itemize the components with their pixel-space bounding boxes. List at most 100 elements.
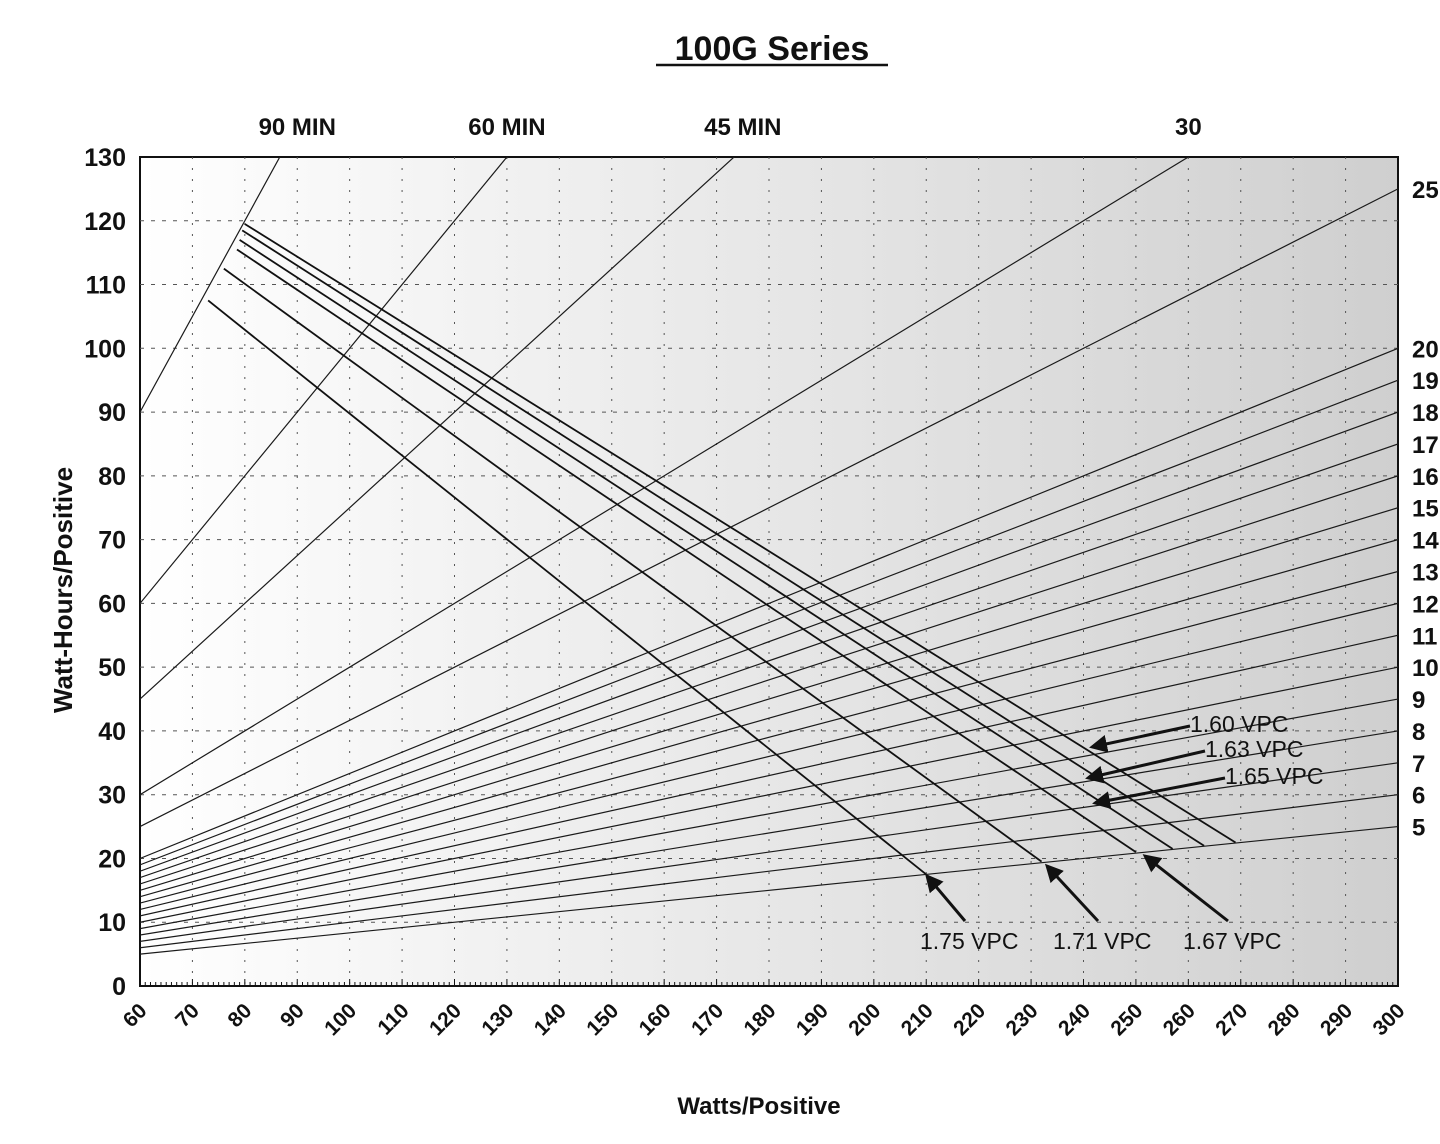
vpc-line-171: [223, 267, 1043, 863]
top-time-label: 30: [1175, 114, 1202, 141]
x-tick-label: 250: [1106, 999, 1147, 1040]
y-tick-label: 60: [98, 590, 126, 618]
chart-title: 100G Series: [675, 30, 870, 68]
annotation-label: 1.71 VPC: [1053, 928, 1151, 954]
annotation-arrow: [925, 873, 967, 922]
x-tick-label: 160: [635, 999, 676, 1040]
x-tick-label: 190: [792, 999, 833, 1040]
right-time-label: 12: [1412, 591, 1439, 618]
annotation-label: 1.65 VPC: [1225, 763, 1323, 789]
x-tick-label: 280: [1264, 999, 1305, 1040]
annotation-label: 1.67 VPC: [1183, 928, 1281, 954]
right-time-label: 13: [1412, 560, 1439, 587]
y-tick-label: 40: [98, 718, 126, 746]
right-time-label: 11: [1412, 623, 1437, 650]
right-time-label: 5: [1412, 815, 1425, 842]
y-tick-label: 0: [112, 973, 126, 1001]
time-line-14-min: [140, 539, 1398, 898]
x-tick-label: 70: [171, 999, 204, 1032]
x-tick-label: 230: [1002, 999, 1043, 1040]
time-line-7-min: [140, 762, 1398, 942]
y-tick-label: 90: [98, 399, 126, 427]
x-tick-label: 150: [582, 999, 623, 1040]
y-tick-label: 100: [84, 335, 126, 363]
x-tick-label: 110: [373, 999, 413, 1039]
series-lines: [140, 157, 1398, 955]
x-tick-label: 290: [1316, 999, 1357, 1040]
right-time-label: 25: [1412, 177, 1439, 204]
vpc-line-175: [207, 299, 927, 876]
top-time-label: 90 MIN: [259, 114, 336, 141]
annotation-label: 1.75 VPC: [920, 928, 1018, 954]
x-tick-label: 300: [1368, 999, 1409, 1040]
time-line-16-min: [140, 475, 1398, 885]
time-line-13-min: [140, 570, 1398, 904]
y-tick-label: 30: [98, 782, 126, 810]
annotation-label: 1.60 VPC: [1190, 711, 1288, 737]
annotation-arrow: [1142, 854, 1229, 923]
x-tick-label: 220: [949, 999, 990, 1040]
time-line-25-min: [140, 188, 1398, 828]
right-time-label: 15: [1412, 496, 1439, 523]
y-tick-label: 130: [84, 144, 126, 172]
axis-ticks: [139, 979, 1399, 986]
y-tick-label: 70: [98, 527, 126, 555]
time-line-15-min: [140, 507, 1398, 891]
time-line-12-min: [140, 602, 1398, 911]
x-axis-title: Watts/Positive: [677, 1093, 840, 1120]
top-time-label: 60 MIN: [468, 114, 545, 141]
right-time-label: 16: [1412, 464, 1439, 491]
x-tick-label: 180: [739, 999, 780, 1040]
top-time-label: 45 MIN: [704, 114, 781, 141]
y-axis-title: Watt-Hours/Positive: [48, 467, 78, 713]
vpc-line-167: [236, 248, 1137, 853]
vpc-line-163: [241, 229, 1205, 847]
time-line-10-min: [140, 666, 1398, 923]
time-line-20-min: [140, 347, 1398, 860]
time-line-19-min: [140, 379, 1398, 866]
time-line-8-min: [140, 730, 1398, 936]
time-line-18-min: [140, 411, 1398, 872]
annotation-arrow: [1089, 724, 1191, 753]
time-line-17-min: [140, 443, 1398, 879]
right-time-label: 7: [1412, 751, 1425, 778]
x-tick-label: 120: [425, 999, 466, 1040]
annotation-arrow: [1085, 749, 1206, 784]
time-line-45-min: [140, 157, 735, 700]
right-time-label: 18: [1412, 400, 1439, 427]
right-time-label: 17: [1412, 432, 1439, 459]
annotation-label: 1.63 VPC: [1205, 736, 1303, 762]
y-tick-label: 20: [98, 845, 126, 873]
time-line-11-min: [140, 634, 1398, 917]
x-tick-label: 100: [320, 999, 361, 1040]
right-time-label: 9: [1412, 687, 1425, 714]
vpc-line-165: [239, 239, 1174, 850]
annotation-arrow: [1044, 863, 1100, 923]
x-tick-label: 80: [224, 999, 257, 1032]
right-time-label: 6: [1412, 783, 1425, 810]
y-tick-label: 120: [84, 208, 126, 236]
y-tick-label: 80: [98, 463, 126, 491]
time-line-5-min: [140, 825, 1398, 955]
y-tick-label: 110: [86, 272, 126, 300]
right-time-label: 14: [1412, 528, 1439, 555]
time-line-60-min: [140, 157, 508, 604]
y-tick-label: 50: [98, 654, 126, 682]
right-time-label: 10: [1412, 655, 1439, 682]
right-time-label: 8: [1412, 719, 1425, 746]
right-time-label: 20: [1412, 336, 1439, 363]
x-tick-label: 240: [1054, 999, 1095, 1040]
x-tick-label: 260: [1159, 999, 1200, 1040]
x-tick-label: 270: [1211, 999, 1252, 1040]
right-time-label: 19: [1412, 368, 1439, 395]
vpc-line-160: [244, 223, 1236, 844]
x-tick-label: 140: [530, 999, 571, 1040]
time-line-6-min: [140, 794, 1398, 949]
x-tick-label: 90: [276, 999, 309, 1032]
time-line-9-min: [140, 698, 1398, 930]
annotation-arrow: [1092, 776, 1226, 810]
time-line-30-min: [140, 157, 1190, 796]
x-tick-label: 200: [844, 999, 885, 1040]
